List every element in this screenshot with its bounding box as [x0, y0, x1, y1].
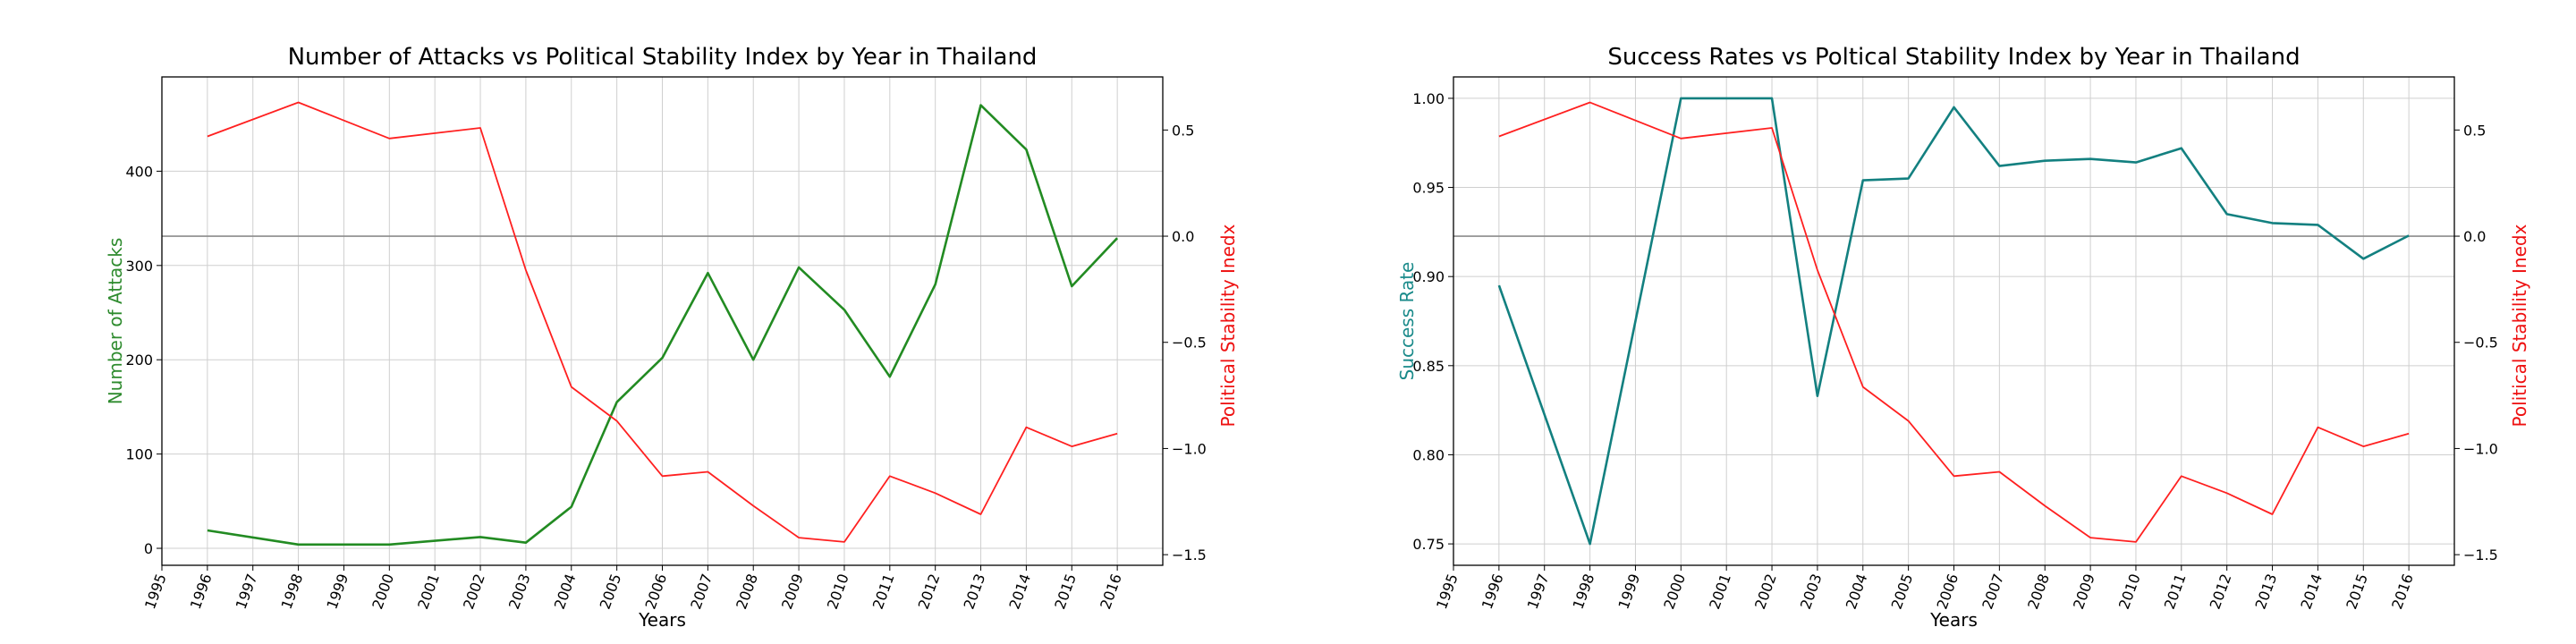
chart-title: Success Rates vs Poltical Stability Inde…	[1607, 44, 2300, 71]
left-y-tick-label: 400	[125, 163, 153, 180]
stability-index-series-line	[207, 101, 1118, 543]
right-y-axis-label: Political Stability Inedx	[2509, 224, 2530, 427]
left-y-tick-label: 0.75	[1412, 536, 1445, 553]
left-y-tick-label: 0.90	[1412, 268, 1445, 285]
left-y-tick-label: 0.95	[1412, 180, 1445, 197]
x-axis-label: Years	[1929, 609, 1978, 631]
right-y-axis-label: Political Stability Inedx	[1217, 224, 1239, 427]
right-y-tick-label: −0.5	[1172, 335, 1207, 352]
left-y-tick-label: 300	[125, 258, 153, 275]
left-y-tick-label: 0.80	[1412, 446, 1445, 463]
success-rate-series-line	[1497, 97, 2410, 546]
left-y-tick-label: 200	[125, 352, 153, 369]
right-y-tick-label: 0.5	[1172, 122, 1194, 139]
plot-frame	[1453, 76, 2455, 566]
right-y-tick-label: −1.0	[1172, 440, 1207, 457]
right-y-tick-label: 0.0	[1172, 228, 1194, 245]
right-y-tick-label: −1.5	[2463, 547, 2498, 564]
right-y-tick-label: −1.5	[1172, 547, 1207, 564]
left-y-tick-label: 100	[125, 446, 153, 463]
right-y-tick-label: 0.0	[2463, 228, 2486, 245]
right-y-tick-label: 0.5	[2463, 122, 2486, 139]
attacks-chart-panel: 1995 1996 1997 1998 1999 2000 2001 2002 2003 2004…	[105, 44, 1239, 631]
left-y-axis-label: Number of Attacks	[105, 238, 126, 405]
right-y-tick-label: −0.5	[2463, 335, 2498, 352]
left-y-tick-label: 1.00	[1412, 90, 1445, 107]
x-axis-label: Years	[638, 609, 686, 631]
left-y-tick-label: 0.85	[1412, 358, 1445, 375]
chart-title: Number of Attacks vs Political Stability…	[288, 44, 1038, 71]
left-y-tick-label: 0	[144, 540, 153, 557]
left-y-axis-label: Success Rate	[1396, 262, 1418, 381]
attacks-series-line	[207, 104, 1119, 547]
plot-frame	[161, 76, 1164, 566]
right-y-tick-label: −1.0	[2463, 440, 2498, 457]
stability-index-series-line	[1498, 101, 2410, 543]
